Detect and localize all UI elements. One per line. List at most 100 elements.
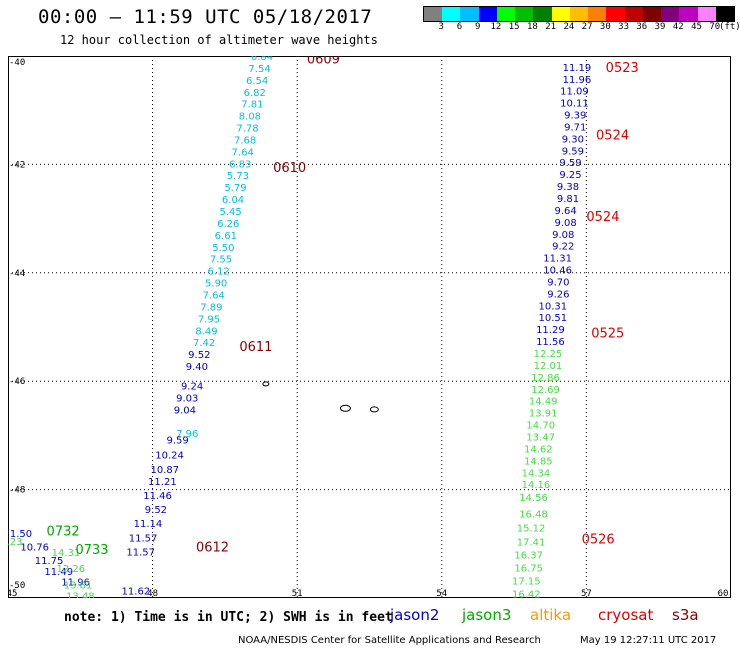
swh-value-jason2: 11.50 — [8, 529, 32, 540]
swh-value-jason3: 12.01 — [534, 361, 563, 372]
swh-value-jason3: 17.41 — [517, 538, 546, 549]
swh-value-jason2: 10.87 — [150, 465, 179, 476]
legend-swatch — [697, 7, 716, 21]
swh-value-s3a: 7.96 — [176, 429, 198, 440]
x-tick-label: 54 — [436, 589, 447, 598]
swh-value-jason2: 9.40 — [186, 362, 208, 373]
color-legend-ticks: 3 6 9 12 15 18 21 24 27 30 33 36 39 42 45 70 (ft) — [423, 22, 740, 34]
swh-value-jason3: 12.69 — [531, 385, 560, 396]
swh-value-s3a: 5.50 — [212, 243, 234, 254]
swh-value-jason2: 10.46 — [543, 266, 572, 277]
swh-value-jason2: 9.04 — [174, 405, 196, 416]
legend-swatch — [442, 7, 461, 21]
legend-tick-label: 42 — [672, 22, 684, 32]
swh-value-jason2: 9.52 — [188, 350, 210, 361]
swh-value-s3a: 7.78 — [236, 124, 258, 135]
pass-time-label: 0524 — [586, 210, 619, 225]
pass-time-label: 0523 — [606, 61, 639, 76]
legend-swatch — [679, 7, 698, 21]
legend-swatch — [606, 7, 625, 21]
swh-value-jason3: 14.85 — [524, 456, 553, 467]
swh-value-jason2: 11.56 — [536, 337, 565, 348]
swh-value-jason2: 11.21 — [148, 477, 177, 488]
legend-swatch — [715, 7, 734, 21]
swh-value-jason3: 14.49 — [529, 397, 558, 408]
legend-tick-label: 12 — [490, 22, 502, 32]
swh-value-jason2: 9.52 — [145, 505, 167, 516]
pass-time-label: 0612 — [196, 541, 229, 556]
swh-value-jason2: 9.08 — [552, 230, 574, 241]
swh-value-jason2: 11.96 — [563, 75, 592, 86]
swh-value-jason2: 9.71 — [564, 122, 586, 133]
swh-value-jason2: 9.70 — [547, 277, 569, 288]
swh-value-jason3: 14.70 — [526, 421, 555, 432]
swh-value-s3a: 7.68 — [234, 135, 256, 146]
legend-tick-label: 27 — [581, 22, 593, 32]
pass-time-label: 0525 — [591, 326, 624, 341]
swh-value-jason2: 9.59 — [562, 146, 584, 157]
swh-value-s3a: 8.49 — [195, 326, 217, 337]
plot-area: 45 48 51 54 57 60-40-42-44-46-48-506.847.546.… — [8, 56, 731, 598]
swh-value-jason2: 11.09 — [560, 87, 589, 98]
timestamp-text: May 19 12:27:11 UTC 2017 — [580, 635, 717, 646]
swh-value-jason2: 9.24 — [181, 382, 203, 393]
swh-value-s3a: 7.42 — [193, 338, 215, 349]
swh-value-jason2: 9.59 — [166, 436, 188, 447]
x-tick-label: 57 — [581, 589, 592, 598]
legend-swatch — [515, 7, 534, 21]
legend-tick-label: 70 — [709, 22, 721, 32]
swh-value-jason3: 13.47 — [526, 432, 555, 443]
credit-text: NOAA/NESDIS Center for Satellite Applica… — [238, 635, 541, 646]
chart-title: 00:00 – 11:59 UTC 05/18/2017 — [38, 6, 373, 28]
swh-value-jason2: 9.25 — [559, 170, 581, 181]
island-outline — [262, 381, 270, 387]
swh-value-jason2: 9.08 — [554, 218, 576, 229]
legend-tick-label: 18 — [526, 22, 538, 32]
swh-value-s3a: 7.89 — [200, 302, 222, 313]
pass-time-label: 0524 — [596, 129, 629, 144]
color-legend-bar — [423, 6, 735, 22]
satellite-label-s3a: s3a — [672, 606, 699, 624]
swh-value-s3a: 6.83 — [229, 159, 251, 170]
y-tick-label: -44 — [9, 269, 25, 279]
swh-value-jason2: 10.11 — [560, 99, 589, 110]
swh-value-jason2: 11.31 — [543, 254, 572, 265]
swh-value-jason2: 11.57 — [129, 533, 158, 544]
swh-value-jason2: 10.31 — [538, 301, 567, 312]
swh-value-jason3: 12.86 — [531, 373, 560, 384]
legend-swatch — [533, 7, 552, 21]
swh-value-s3a: 6.12 — [207, 267, 229, 278]
swh-value-s3a: 7.54 — [248, 64, 270, 75]
swh-value-s3a: 7.95 — [198, 314, 220, 325]
pass-time-label: 0733 — [75, 543, 108, 558]
swh-value-s3a: 7.64 — [203, 290, 225, 301]
swh-value-jason2: 11.62 — [122, 586, 151, 597]
swh-value-jason3: 15.12 — [517, 524, 546, 535]
swh-value-jason3: 16.37 — [514, 551, 543, 562]
legend-swatch — [460, 7, 479, 21]
legend-swatch — [496, 7, 516, 21]
y-tick-label: -40 — [9, 58, 25, 68]
pass-time-label: 0732 — [47, 524, 80, 539]
swh-value-jason2: 9.26 — [547, 289, 569, 300]
swh-value-jason3: 16.75 — [514, 564, 543, 575]
swh-value-jason2: 9.03 — [176, 393, 198, 404]
legend-swatch — [642, 7, 662, 21]
x-tick-label: 48 — [147, 589, 158, 598]
y-tick-label: -42 — [9, 160, 25, 170]
pass-time-label: 0526 — [582, 532, 615, 547]
legend-swatch — [624, 7, 643, 21]
swh-value-jason3: 14.31 — [52, 548, 81, 559]
swh-value-s3a: 6.26 — [217, 219, 239, 230]
pass-time-label: 0610 — [273, 161, 306, 176]
swh-value-jason2: 9.30 — [562, 134, 584, 145]
legend-tick-label: 9 — [474, 22, 481, 32]
swh-value-s3a: 6.82 — [244, 88, 266, 99]
legend-tick-label: 39 — [654, 22, 666, 32]
y-tick-label: -50 — [9, 581, 25, 591]
chart-subtitle: 12 hour collection of altimeter wave hei… — [60, 33, 378, 47]
legend-tick-label: 30 — [599, 22, 611, 32]
swh-value-jason3: 14.16 — [522, 480, 551, 491]
swh-value-jason3: 12.26 — [56, 564, 85, 575]
